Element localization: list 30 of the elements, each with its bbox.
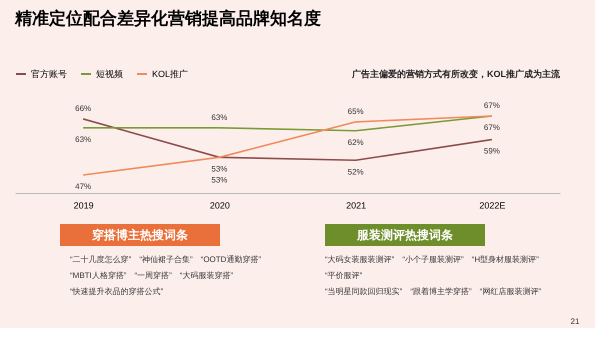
data-label: 59% [484,146,500,156]
text: “MBTI人格穿搭” “一周穿搭” “大码服装穿搭” [70,271,234,280]
data-label: 66% [75,104,92,113]
text: “二十几度怎么穿” “神仙裙子合集” “OOTD通勤穿搭” [70,255,262,264]
data-label: 53% [211,175,228,184]
legend-label: KOL推广 [152,69,188,79]
data-label: 62% [348,138,364,147]
x-tick-label: 2019 [74,200,94,210]
chart-title: 精准定位配合差异化营销提高品牌知名度 [14,9,321,28]
data-label: 65% [348,106,364,116]
x-tick-label: 2021 [346,200,366,210]
chart-subtitle: 广告主偏爱的营销方式有所改变，KOL推广成为主流 [351,69,561,79]
data-label: 67% [484,123,500,132]
x-tick-label: 2020 [210,200,230,210]
data-label: 52% [348,167,364,176]
x-tick-label: 2022E [479,200,506,210]
data-label: 47% [75,182,92,191]
text: 服装测评热搜词条 [356,228,453,242]
data-label: 63% [75,134,92,144]
data-label: 63% [211,112,228,122]
legend-label: 短视频 [96,69,123,79]
data-label: 53% [211,164,228,174]
text: “平价服评” [325,271,363,280]
data-label: 67% [484,101,500,110]
text: 21 [570,317,580,326]
text: “大码女装服装测评” “小个子服装测评” “H型身材服装测评” [325,255,540,264]
text: “当明星同款回归现实” “跟着博主学穿搭” “网红店服装测评” [325,287,542,296]
text: 穿搭博主热搜词条 [91,228,188,242]
text: “快速提升衣品的穿搭公式” [70,287,164,296]
legend-label: 官方账号 [31,69,67,79]
